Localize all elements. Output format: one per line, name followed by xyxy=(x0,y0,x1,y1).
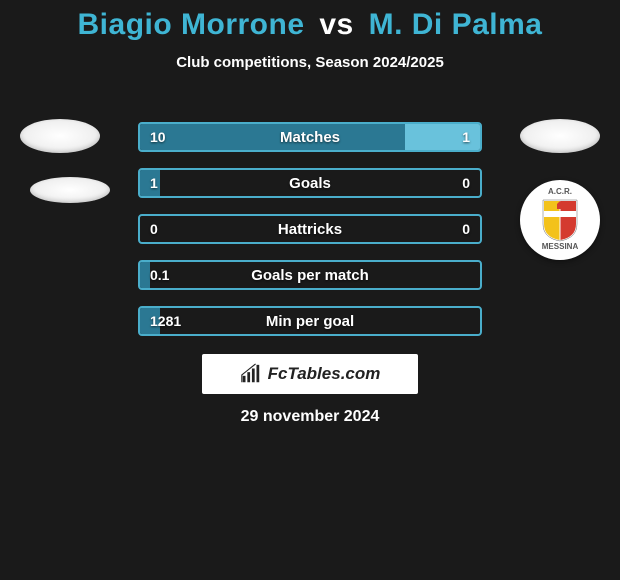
placeholder-ellipse-icon xyxy=(20,119,100,153)
stat-row: Goals per match0.1 xyxy=(138,260,482,290)
messina-crest-icon: A.C.R. MESSINA xyxy=(520,180,600,260)
team-badge-left-2 xyxy=(30,150,110,230)
stat-rows: Matches101 Goals10 Hattricks00 Goals per ma… xyxy=(138,122,482,352)
stat-row: Hattricks00 xyxy=(138,214,482,244)
player1-name: Biagio Morrone xyxy=(78,8,305,41)
stat-fill-left xyxy=(140,170,160,196)
subtitle: Club competitions, Season 2024/2025 xyxy=(0,54,620,71)
date-label: 29 november 2024 xyxy=(0,408,620,426)
player2-name: M. Di Palma xyxy=(369,8,543,41)
watermark: FcTables.com xyxy=(202,354,418,394)
stat-fill-right xyxy=(405,124,480,150)
watermark-text: FcTables.com xyxy=(268,364,381,384)
stat-fill-left xyxy=(140,124,405,150)
stat-row: Matches101 xyxy=(138,122,482,152)
bar-chart-icon xyxy=(240,363,262,385)
team-badge-right-2: A.C.R. MESSINA xyxy=(520,180,600,260)
placeholder-ellipse-icon xyxy=(30,177,110,203)
stat-row: Min per goal1281 xyxy=(138,306,482,336)
stat-fill-left xyxy=(140,262,150,288)
team-badge-right-1 xyxy=(520,96,600,176)
placeholder-ellipse-icon xyxy=(520,119,600,153)
comparison-title: Biagio Morrone vs M. Di Palma xyxy=(0,0,620,42)
crest-top-text: A.C.R. xyxy=(548,187,572,196)
crest-bottom-text: MESSINA xyxy=(542,242,578,251)
stat-fill-left xyxy=(140,308,160,334)
stat-row: Goals10 xyxy=(138,168,482,198)
crest-shield-icon xyxy=(541,198,579,242)
vs-text: vs xyxy=(319,8,353,41)
